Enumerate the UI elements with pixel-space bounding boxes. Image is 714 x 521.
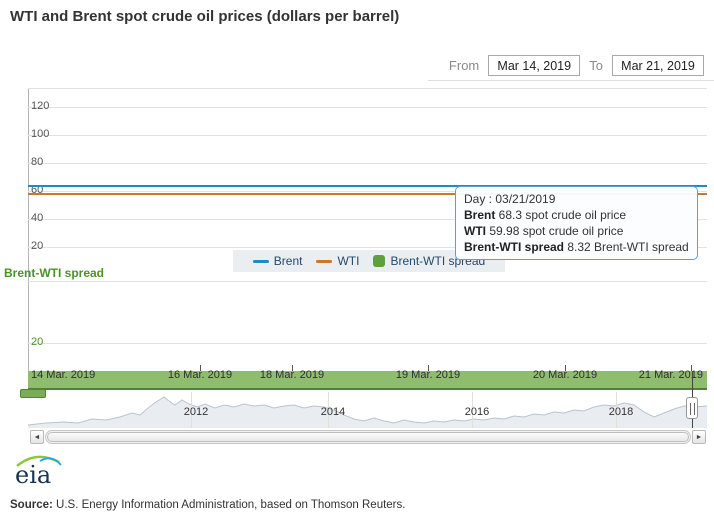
navigator-drag-handle[interactable] bbox=[686, 397, 698, 419]
source-attribution: Source: U.S. Energy Information Administ… bbox=[10, 499, 406, 511]
from-label: From bbox=[448, 58, 480, 73]
navigator-area-fill bbox=[28, 397, 707, 428]
legend-item-wti[interactable]: WTI bbox=[316, 254, 359, 268]
from-date-input[interactable] bbox=[488, 55, 581, 76]
x-date-label: 19 Mar. 2019 bbox=[395, 369, 461, 381]
left-arrow-icon: ◄ bbox=[33, 433, 41, 441]
navigator-year-label: 2014 bbox=[320, 406, 346, 418]
gridline-80 bbox=[28, 163, 707, 164]
legend-label: WTI bbox=[337, 254, 360, 268]
x-date-label: 14 Mar. 2019 bbox=[31, 369, 96, 381]
tooltip-day: Day : 03/21/2019 bbox=[464, 192, 556, 206]
brent-series-line[interactable] bbox=[28, 185, 707, 187]
tooltip-row-brent: Brent 68.3 spot crude oil price bbox=[464, 208, 627, 222]
scrollbar-right-button[interactable]: ► bbox=[692, 430, 706, 444]
brent-line-icon bbox=[252, 259, 269, 263]
navigator-gridline bbox=[472, 392, 473, 428]
navigator-gridline bbox=[616, 392, 617, 428]
x-axis-tick bbox=[565, 365, 566, 371]
date-range-controls: From To bbox=[449, 55, 704, 76]
navigator-year-label: 2018 bbox=[608, 406, 634, 418]
y-tick-label: 100 bbox=[31, 128, 50, 140]
scrollbar-left-button[interactable]: ◄ bbox=[30, 430, 44, 444]
y-tick-label: 20 bbox=[31, 240, 44, 252]
logo-text: eia bbox=[15, 461, 51, 489]
grip-line-icon bbox=[690, 403, 691, 415]
spread-top-gridline bbox=[28, 281, 707, 282]
to-label: To bbox=[589, 58, 603, 73]
wti-series-line[interactable] bbox=[28, 193, 707, 195]
panel-resize-handle[interactable] bbox=[20, 389, 46, 398]
scrollbar-thumb[interactable] bbox=[47, 432, 689, 442]
x-axis-tick bbox=[292, 365, 293, 371]
legend-item-brent[interactable]: Brent bbox=[252, 254, 303, 268]
toolbar-divider bbox=[428, 80, 714, 81]
chart-tooltip: Day : 03/21/2019 Brent 68.3 spot crude o… bbox=[455, 186, 698, 260]
navigator-line bbox=[28, 396, 707, 426]
spread-gridline-20 bbox=[28, 343, 707, 344]
x-axis-tick bbox=[428, 365, 429, 371]
gridline-40 bbox=[28, 219, 707, 220]
plot-top-gridline bbox=[28, 88, 707, 89]
x-date-label: 16 Mar. 2019 bbox=[167, 369, 233, 381]
gridline-100 bbox=[28, 135, 707, 136]
right-arrow-icon: ► bbox=[695, 433, 703, 441]
scrollbar-track[interactable] bbox=[45, 430, 691, 444]
page-title: WTI and Brent spot crude oil prices (dol… bbox=[10, 8, 400, 25]
x-date-label: 21 Mar. 2019 bbox=[638, 369, 703, 381]
spread-square-icon bbox=[373, 255, 386, 267]
y-tick-label: 80 bbox=[31, 156, 44, 168]
legend-label: Brent bbox=[273, 254, 303, 268]
gridline-120 bbox=[28, 107, 707, 108]
tooltip-row-spread: Brent-WTI spread 8.32 Brent-WTI spread bbox=[464, 240, 689, 254]
gridline-20 bbox=[28, 247, 707, 248]
navigator-year-label: 2016 bbox=[464, 406, 490, 418]
y-tick-label: 120 bbox=[31, 100, 50, 112]
y-tick-label: 40 bbox=[31, 212, 44, 224]
navigator-mini-chart[interactable] bbox=[28, 392, 707, 428]
gridline-60 bbox=[28, 191, 707, 192]
eia-logo: eia bbox=[15, 455, 62, 489]
wti-line-icon bbox=[316, 259, 333, 263]
spread-axis-title: Brent-WTI spread bbox=[4, 266, 105, 280]
to-date-input[interactable] bbox=[612, 55, 704, 76]
grip-line-icon bbox=[694, 403, 695, 415]
spread-area-series[interactable] bbox=[28, 371, 707, 390]
y-axis-line bbox=[28, 88, 29, 390]
tooltip-row-wti: WTI 59.98 spot crude oil price bbox=[464, 224, 624, 238]
x-date-label: 18 Mar. 2019 bbox=[259, 369, 325, 381]
x-date-label: 20 Mar. 2019 bbox=[532, 369, 598, 381]
logo-blue-swoosh-icon bbox=[39, 457, 62, 466]
navigator-gridline bbox=[191, 392, 192, 428]
spread-y-tick-label: 20 bbox=[31, 336, 44, 348]
x-axis-tick bbox=[691, 365, 692, 371]
navigator-gridline bbox=[328, 392, 329, 428]
navigator-year-label: 2012 bbox=[183, 406, 209, 418]
x-axis-tick bbox=[200, 365, 201, 371]
